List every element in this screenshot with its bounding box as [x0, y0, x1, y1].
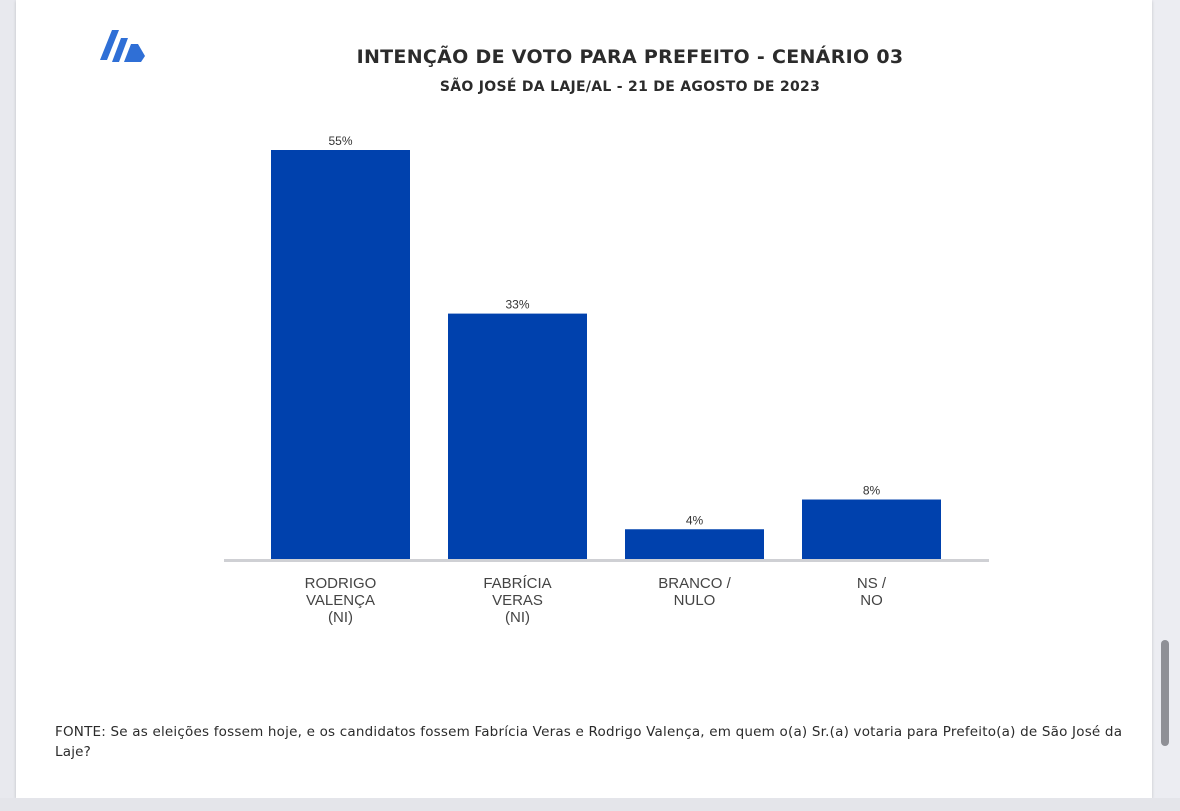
- source-footnote: FONTE: Se as eleições fossem hoje, e os …: [55, 724, 1123, 760]
- viewer-bottom-margin: [0, 798, 1180, 811]
- bar-value-label-1: 55%: [328, 134, 352, 148]
- category-label-2-line-1: FABRÍCIA: [483, 575, 551, 592]
- bar-value-label-3: 4%: [686, 513, 704, 527]
- category-label-1-line-2: VALENÇA: [306, 592, 375, 609]
- chart-title: INTENÇÃO DE VOTO PARA PREFEITO - CENÁRIO…: [356, 46, 904, 68]
- category-label-4-line-1: NS /: [857, 575, 887, 592]
- category-label-3-line-2: NULO: [674, 592, 716, 609]
- brand-logo-icon: [100, 30, 145, 62]
- category-label-4-line-2: NO: [860, 592, 883, 609]
- bar-4: [802, 499, 941, 559]
- category-label-1-line-1: RODRIGO: [305, 575, 377, 592]
- scrollbar-thumb[interactable]: [1161, 640, 1169, 746]
- category-label-2-line-2: VERAS: [492, 592, 543, 609]
- category-label-1-line-3: (NI): [328, 609, 353, 626]
- bar-1: [271, 150, 410, 559]
- bar-3: [625, 529, 764, 559]
- bar-value-label-2: 33%: [505, 298, 529, 312]
- bar-chart: 55%RODRIGOVALENÇA(NI)33%FABRÍCIAVERAS(NI…: [224, 134, 989, 626]
- chart-subtitle: SÃO JOSÉ DA LAJE/AL - 21 DE AGOSTO DE 20…: [439, 79, 821, 95]
- bar-value-label-4: 8%: [863, 484, 881, 498]
- category-label-3-line-1: BRANCO /: [658, 575, 731, 592]
- category-label-2-line-3: (NI): [505, 609, 530, 626]
- bar-2: [448, 313, 587, 559]
- viewer-left-margin: [0, 0, 16, 811]
